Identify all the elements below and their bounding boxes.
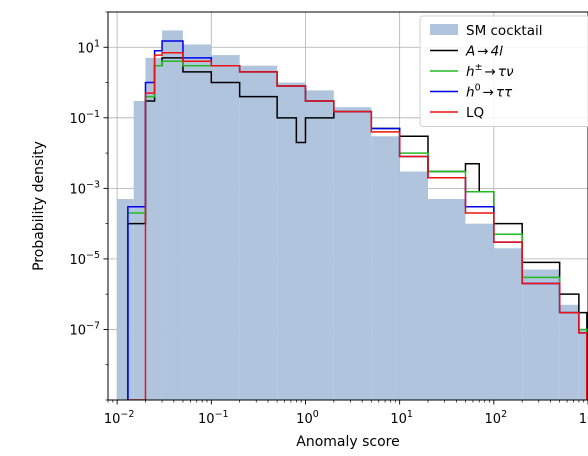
legend-box bbox=[419, 15, 588, 127]
histogram-bin bbox=[145, 57, 163, 400]
histogram-bin bbox=[133, 100, 146, 400]
x-tick-label: 10−2 bbox=[104, 409, 135, 427]
legend-swatch-sm-cocktail bbox=[430, 24, 458, 35]
histogram-bin bbox=[428, 198, 466, 400]
x-tick-label: 100 bbox=[296, 409, 319, 427]
histogram-bin bbox=[559, 304, 579, 400]
plot-frame bbox=[107, 11, 588, 401]
legend-label-lq: LQ bbox=[466, 105, 484, 121]
series-a-4l-line bbox=[127, 57, 588, 400]
histogram-bin bbox=[117, 198, 134, 400]
x-tick-label: 101 bbox=[390, 409, 413, 427]
histogram-bin bbox=[465, 223, 494, 400]
histogram-bin bbox=[578, 329, 587, 400]
series-layer bbox=[117, 30, 588, 400]
histogram-bin bbox=[493, 248, 523, 400]
histogram-bin bbox=[333, 107, 372, 400]
histogram-bin bbox=[277, 82, 306, 400]
histogram-bin bbox=[371, 136, 400, 400]
y-tick-label: 10−5 bbox=[69, 250, 100, 268]
histogram-bin bbox=[399, 171, 428, 400]
legend-label-sm-cocktail: SM cocktail bbox=[466, 23, 543, 39]
histogram-bin bbox=[162, 30, 183, 400]
histogram-bin bbox=[211, 55, 240, 400]
legend-label-a-4l: A → 4l bbox=[465, 44, 503, 60]
y-tick-label: 10−1 bbox=[69, 109, 100, 127]
histogram-bin bbox=[182, 44, 212, 400]
histogram-bin bbox=[522, 269, 560, 400]
x-axis-label: Anomaly score bbox=[296, 434, 399, 450]
y-axis-label: Probability density bbox=[31, 141, 47, 271]
series-sm-cocktail bbox=[117, 30, 587, 400]
legend: SM cocktail A → 4l h± → τν h0 → ττ LQ bbox=[419, 15, 588, 127]
series-lq-line bbox=[127, 51, 588, 400]
legend-label-h0: h0 → ττ bbox=[466, 83, 513, 101]
histogram-bin bbox=[305, 90, 334, 400]
y-tick-label: 10−3 bbox=[69, 179, 100, 197]
x-tick-label: 103 bbox=[579, 409, 588, 427]
y-tick-label: 10−7 bbox=[69, 320, 100, 338]
legend-label-h: h± → τν bbox=[466, 62, 514, 80]
x-tick-label: 102 bbox=[485, 409, 508, 427]
axes: 10−2 10−1 100 101 102 103 101 10−1 10−3 10−5 10−7 bbox=[69, 11, 588, 427]
histogram-bin bbox=[239, 65, 278, 400]
x-tick-label: 10−1 bbox=[198, 409, 229, 427]
y-tick-label: 101 bbox=[77, 38, 100, 56]
